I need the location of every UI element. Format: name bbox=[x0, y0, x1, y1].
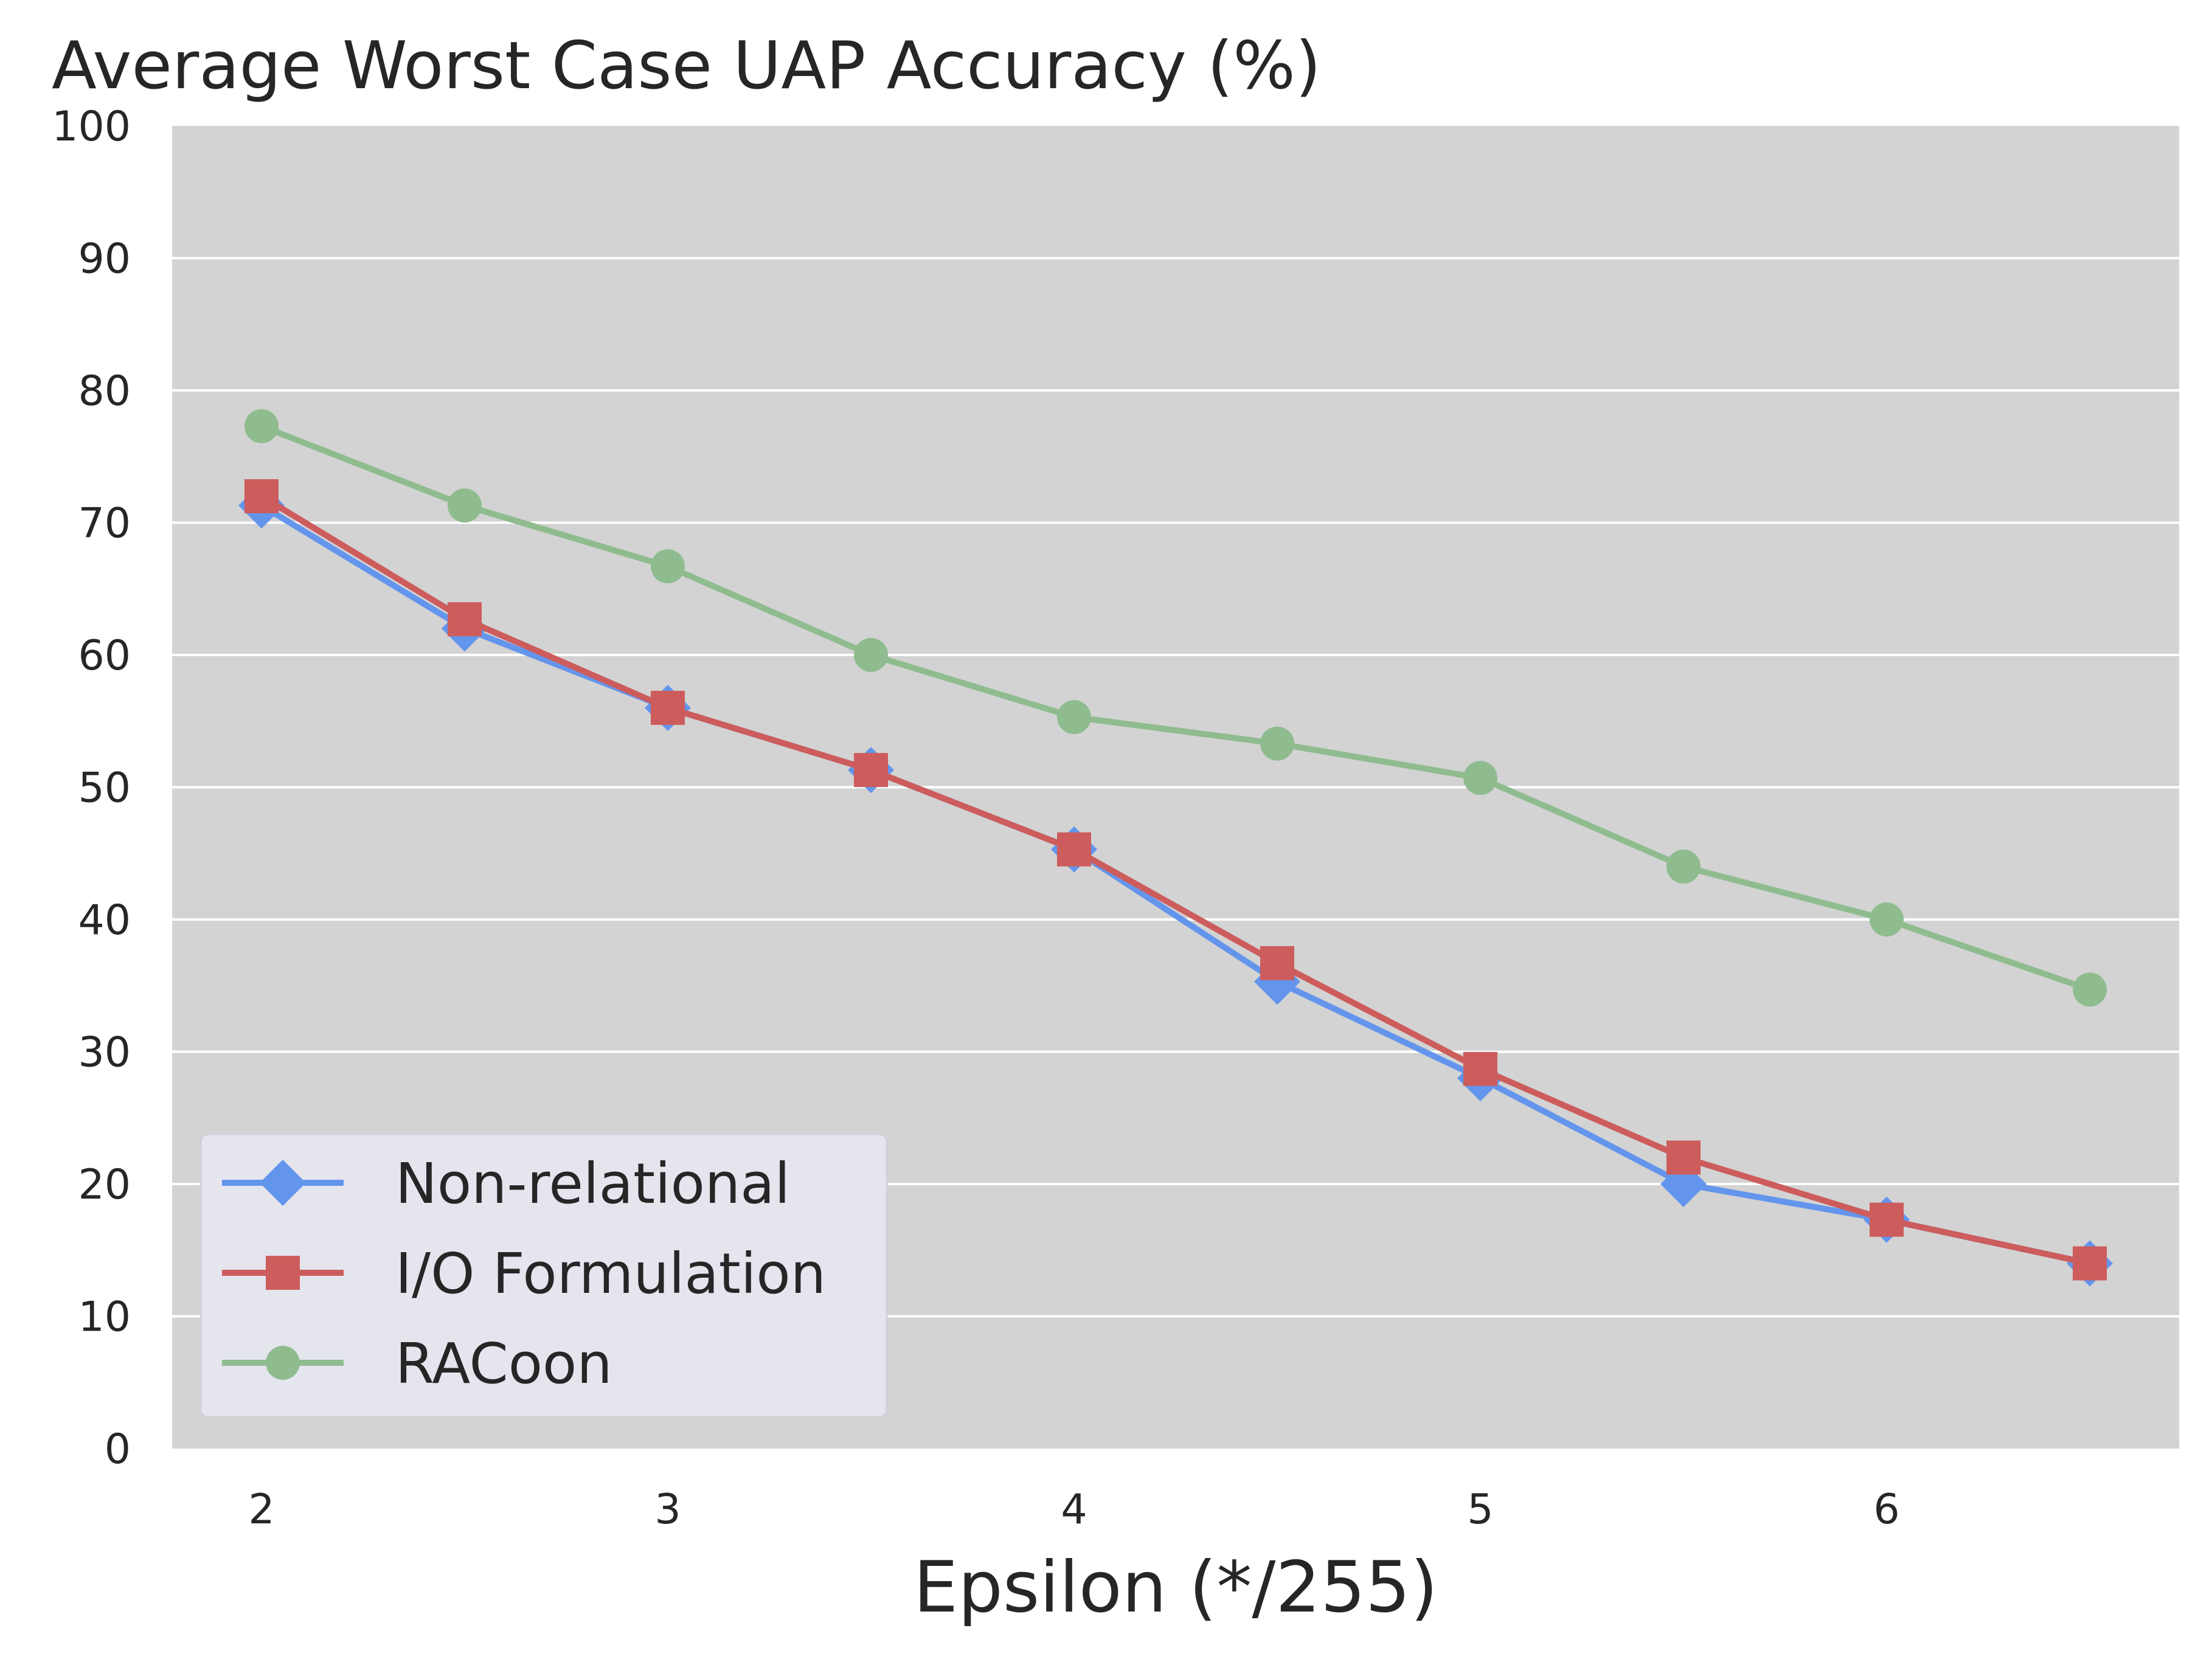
chart-title: Average Worst Case UAP Accuracy (%) bbox=[52, 28, 1321, 104]
y-tick-label: 10 bbox=[78, 1293, 131, 1342]
x-tick-labels: 2 3 4 5 6 bbox=[248, 1486, 1899, 1534]
series-i-o-formulation bbox=[244, 479, 2107, 1281]
y-tick-label: 50 bbox=[78, 764, 131, 812]
series-layer bbox=[238, 409, 2113, 1287]
legend-box bbox=[199, 1133, 888, 1418]
x-tick-label: 5 bbox=[1467, 1486, 1493, 1534]
series-racoon bbox=[244, 409, 2107, 1007]
data-point-i-o-formulation bbox=[244, 479, 279, 513]
y-tick-label: 60 bbox=[78, 632, 131, 680]
legend-item-i-o-formulation: I/O Formulation bbox=[222, 1241, 826, 1306]
legend: Non-relational I/O Formulation RACoon bbox=[199, 1133, 888, 1418]
series-line-non-relational bbox=[260, 502, 2091, 1267]
data-point-racoon bbox=[853, 638, 888, 672]
data-point-i-o-formulation bbox=[2073, 1246, 2107, 1281]
legend-label-non-relational: Non-relational bbox=[395, 1151, 790, 1216]
data-point-racoon bbox=[447, 488, 482, 523]
data-point-i-o-formulation bbox=[650, 691, 685, 725]
y-tick-label: 70 bbox=[78, 500, 131, 548]
series-line-i-o-formulation bbox=[260, 493, 2091, 1267]
x-tick-label: 2 bbox=[248, 1486, 274, 1534]
legend-marker-racoon bbox=[266, 1346, 300, 1380]
series-line-racoon bbox=[260, 423, 2091, 993]
legend-marker-non-relational bbox=[260, 1160, 306, 1206]
data-point-racoon bbox=[1260, 726, 1295, 761]
data-point-i-o-formulation bbox=[1870, 1202, 1904, 1237]
data-point-i-o-formulation bbox=[1463, 1051, 1498, 1086]
data-point-i-o-formulation bbox=[853, 753, 888, 788]
data-point-racoon bbox=[1463, 761, 1498, 795]
legend-item-non-relational: Non-relational bbox=[222, 1151, 790, 1216]
x-tick-label: 6 bbox=[1873, 1486, 1899, 1534]
y-tick-labels: 0 10 20 30 40 50 60 70 80 90 100 bbox=[52, 103, 131, 1473]
legend-marker-i-o-formulation bbox=[266, 1256, 300, 1290]
y-tick-label: 30 bbox=[78, 1029, 131, 1077]
data-point-i-o-formulation bbox=[1056, 832, 1091, 867]
data-point-racoon bbox=[244, 409, 279, 443]
data-point-i-o-formulation bbox=[447, 602, 482, 637]
y-tick-label: 0 bbox=[105, 1425, 131, 1473]
data-point-racoon bbox=[2073, 972, 2107, 1007]
y-tick-label: 40 bbox=[78, 896, 131, 944]
data-point-racoon bbox=[1666, 850, 1701, 884]
x-axis-label: Epsilon (*/255) bbox=[914, 1546, 1438, 1629]
legend-item-racoon: RACoon bbox=[222, 1331, 612, 1396]
y-tick-label: 90 bbox=[78, 235, 131, 283]
legend-label-racoon: RACoon bbox=[395, 1331, 612, 1396]
legend-label-i-o-formulation: I/O Formulation bbox=[395, 1241, 826, 1306]
x-tick-label: 3 bbox=[654, 1486, 681, 1534]
data-point-racoon bbox=[1056, 700, 1091, 735]
x-tick-label: 4 bbox=[1061, 1486, 1087, 1534]
y-tick-label: 100 bbox=[52, 103, 131, 151]
y-tick-label: 80 bbox=[78, 367, 131, 415]
y-tick-label: 20 bbox=[78, 1161, 131, 1209]
data-point-racoon bbox=[1870, 902, 1904, 937]
data-point-i-o-formulation bbox=[1260, 946, 1295, 980]
data-point-racoon bbox=[650, 549, 685, 584]
data-point-i-o-formulation bbox=[1666, 1140, 1701, 1175]
